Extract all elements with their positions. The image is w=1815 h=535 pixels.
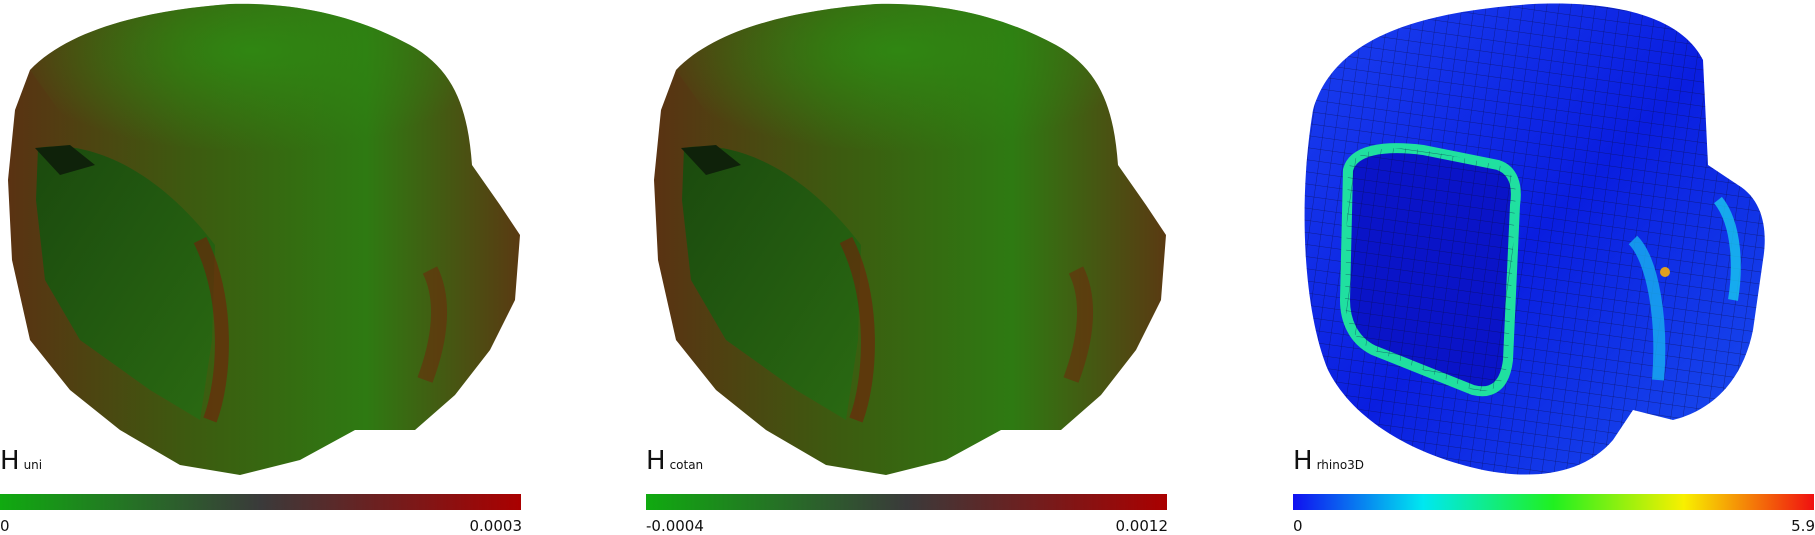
label-subscript: uni — [23, 458, 43, 472]
colorbar — [646, 494, 1167, 510]
mesh-hole — [36, 146, 215, 421]
label-main: H — [1293, 446, 1313, 476]
mesh-render-uni — [8, 3, 520, 475]
label-subscript: cotan — [669, 458, 704, 472]
colorbar-max-label: 0.0003 — [469, 517, 523, 535]
colorbar-max-label: 5.9 — [1791, 517, 1815, 535]
mesh-hole — [682, 146, 861, 421]
colorbar-min-label: -0.0004 — [646, 517, 704, 535]
label-main: H — [646, 446, 666, 476]
label-subscript: rhino3D — [1316, 458, 1365, 472]
mesh-render-rhino3d — [1304, 3, 1765, 475]
colorbar — [0, 494, 521, 510]
colorbar-min-label: 0 — [1293, 517, 1303, 535]
colorbar — [1293, 494, 1814, 510]
label-main: H — [0, 446, 20, 476]
colorbar-min-label: 0 — [0, 517, 10, 535]
colorbar-max-label: 0.0012 — [1115, 517, 1169, 535]
mesh-render-cotan — [654, 3, 1166, 475]
